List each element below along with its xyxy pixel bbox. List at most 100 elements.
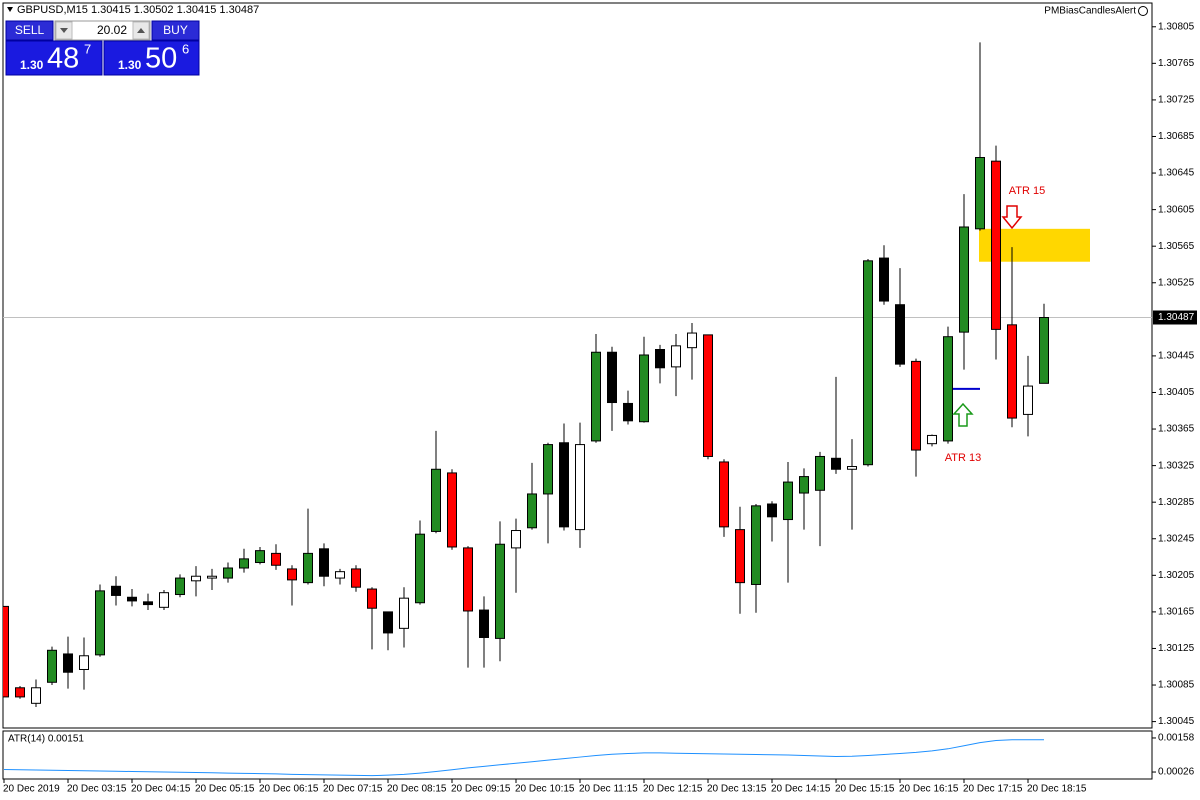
x-tick-label: 20 Dec 05:15 [195, 784, 255, 795]
x-tick-label: 20 Dec 07:15 [323, 784, 383, 795]
bid-prefix: 1.30 [20, 58, 44, 72]
candle-body [479, 609, 489, 638]
x-tick-label: 20 Dec 13:15 [707, 784, 767, 795]
candle-body [847, 466, 857, 470]
bid-box[interactable] [5, 40, 103, 76]
candle-body [687, 332, 697, 349]
candle-body [351, 568, 361, 588]
lot-box[interactable] [54, 20, 151, 41]
price-label-box [1153, 310, 1197, 325]
x-tick-label: 20 Dec 18:15 [1027, 784, 1087, 795]
candle-body [767, 503, 777, 518]
candle-body [15, 687, 25, 698]
x-tick-label: 20 Dec 17:15 [963, 784, 1023, 795]
candle-body [751, 505, 761, 585]
candle-body [991, 160, 1001, 330]
plot-area [3, 42, 1152, 707]
candle-body [3, 605, 9, 698]
candle-body [895, 304, 905, 365]
candle-body [719, 461, 729, 528]
candle-body [431, 468, 441, 532]
sell-label: SELL [15, 23, 45, 37]
candle-body [415, 533, 425, 604]
y-tick-label: 1.30805 [1158, 21, 1195, 32]
candle-body [143, 601, 153, 606]
sell-arrow [1001, 205, 1023, 230]
candle-body [575, 444, 585, 531]
candle-body [735, 529, 745, 584]
lot-down-icon [60, 28, 68, 33]
candle-body [815, 455, 825, 491]
candle-body [399, 597, 409, 629]
x-tick-label: 20 Dec 03:15 [67, 784, 127, 795]
candle-body [63, 653, 73, 673]
smiley-icon [1138, 6, 1148, 16]
candle-body [975, 157, 985, 230]
symbol-icon [7, 7, 13, 12]
candle-body [943, 336, 953, 442]
chart-title: GBPUSD,M15 1.30415 1.30502 1.30415 1.304… [17, 4, 259, 16]
candle-body [335, 571, 345, 579]
y-tick-label: 1.30765 [1158, 58, 1195, 69]
candle-body [1007, 324, 1017, 419]
candle-body [127, 596, 137, 602]
candle-body [111, 585, 121, 596]
sell-button[interactable] [5, 20, 54, 41]
y-tick-label: 1.30605 [1158, 204, 1195, 215]
candle-body [463, 547, 473, 612]
candle-body [47, 649, 57, 683]
candle-body [255, 550, 265, 564]
ask-box[interactable] [103, 40, 200, 76]
lot-value[interactable]: 20.02 [97, 23, 127, 37]
candle-body [639, 354, 649, 423]
candle-body [495, 543, 505, 639]
y-tick-label: 1.30085 [1158, 680, 1195, 691]
annotation: ATR 13 [945, 452, 981, 464]
candle-body [367, 588, 377, 609]
x-tick-label: 20 Dec 11:15 [579, 784, 638, 795]
candle-body [239, 558, 249, 569]
candle-body [927, 434, 937, 445]
x-tick-label: 20 Dec 14:15 [771, 784, 831, 795]
candle-body [623, 402, 633, 422]
candle-body [959, 226, 969, 333]
x-tick-label: 20 Dec 15:15 [835, 784, 895, 795]
candle-body [79, 655, 89, 670]
candle-body [319, 548, 329, 577]
y-tick-label: 1.30205 [1158, 570, 1195, 581]
x-tick-label: 20 Dec 09:15 [451, 784, 511, 795]
y-tick-label: 0.00158 [1158, 733, 1195, 744]
x-tick-label: 20 Dec 04:15 [131, 784, 191, 795]
candle-body [175, 577, 185, 596]
sub-frame [2, 730, 1153, 780]
x-tick-label: 20 Dec 08:15 [387, 784, 447, 795]
bid-pip: 7 [84, 41, 91, 56]
x-tick-label: 20 Dec 2019 [3, 784, 60, 795]
annotation: ATR 15 [1009, 185, 1045, 197]
x-tick-label: 20 Dec 16:15 [899, 784, 959, 795]
bid-big: 48 [47, 43, 79, 75]
y-tick-label: 1.30165 [1158, 607, 1195, 618]
y-tick-label: 1.30725 [1158, 95, 1195, 106]
y-tick-label: 0.00026 [1158, 767, 1195, 778]
candle-body [703, 334, 713, 457]
y-tick-label: 1.30045 [1158, 716, 1195, 727]
candle-body [1023, 385, 1033, 415]
buy-button[interactable] [151, 20, 200, 41]
indicator-name: PMBiasCandlesAlert [1044, 6, 1136, 17]
x-tick-label: 20 Dec 06:15 [259, 784, 319, 795]
candle-body [511, 530, 521, 549]
candle-body [207, 575, 217, 579]
candle-body [1039, 317, 1049, 384]
atr-line [3, 739, 1044, 777]
candle-body [447, 472, 457, 548]
buy-arrow [952, 402, 974, 427]
y-tick-label: 1.30645 [1158, 168, 1195, 179]
candle-body [159, 592, 169, 608]
ask-pip: 6 [182, 41, 189, 56]
y-tick-label: 1.30685 [1158, 131, 1195, 142]
y-tick-label: 1.30405 [1158, 387, 1195, 398]
ask-big: 50 [145, 43, 177, 75]
lot-up-icon [137, 28, 145, 33]
